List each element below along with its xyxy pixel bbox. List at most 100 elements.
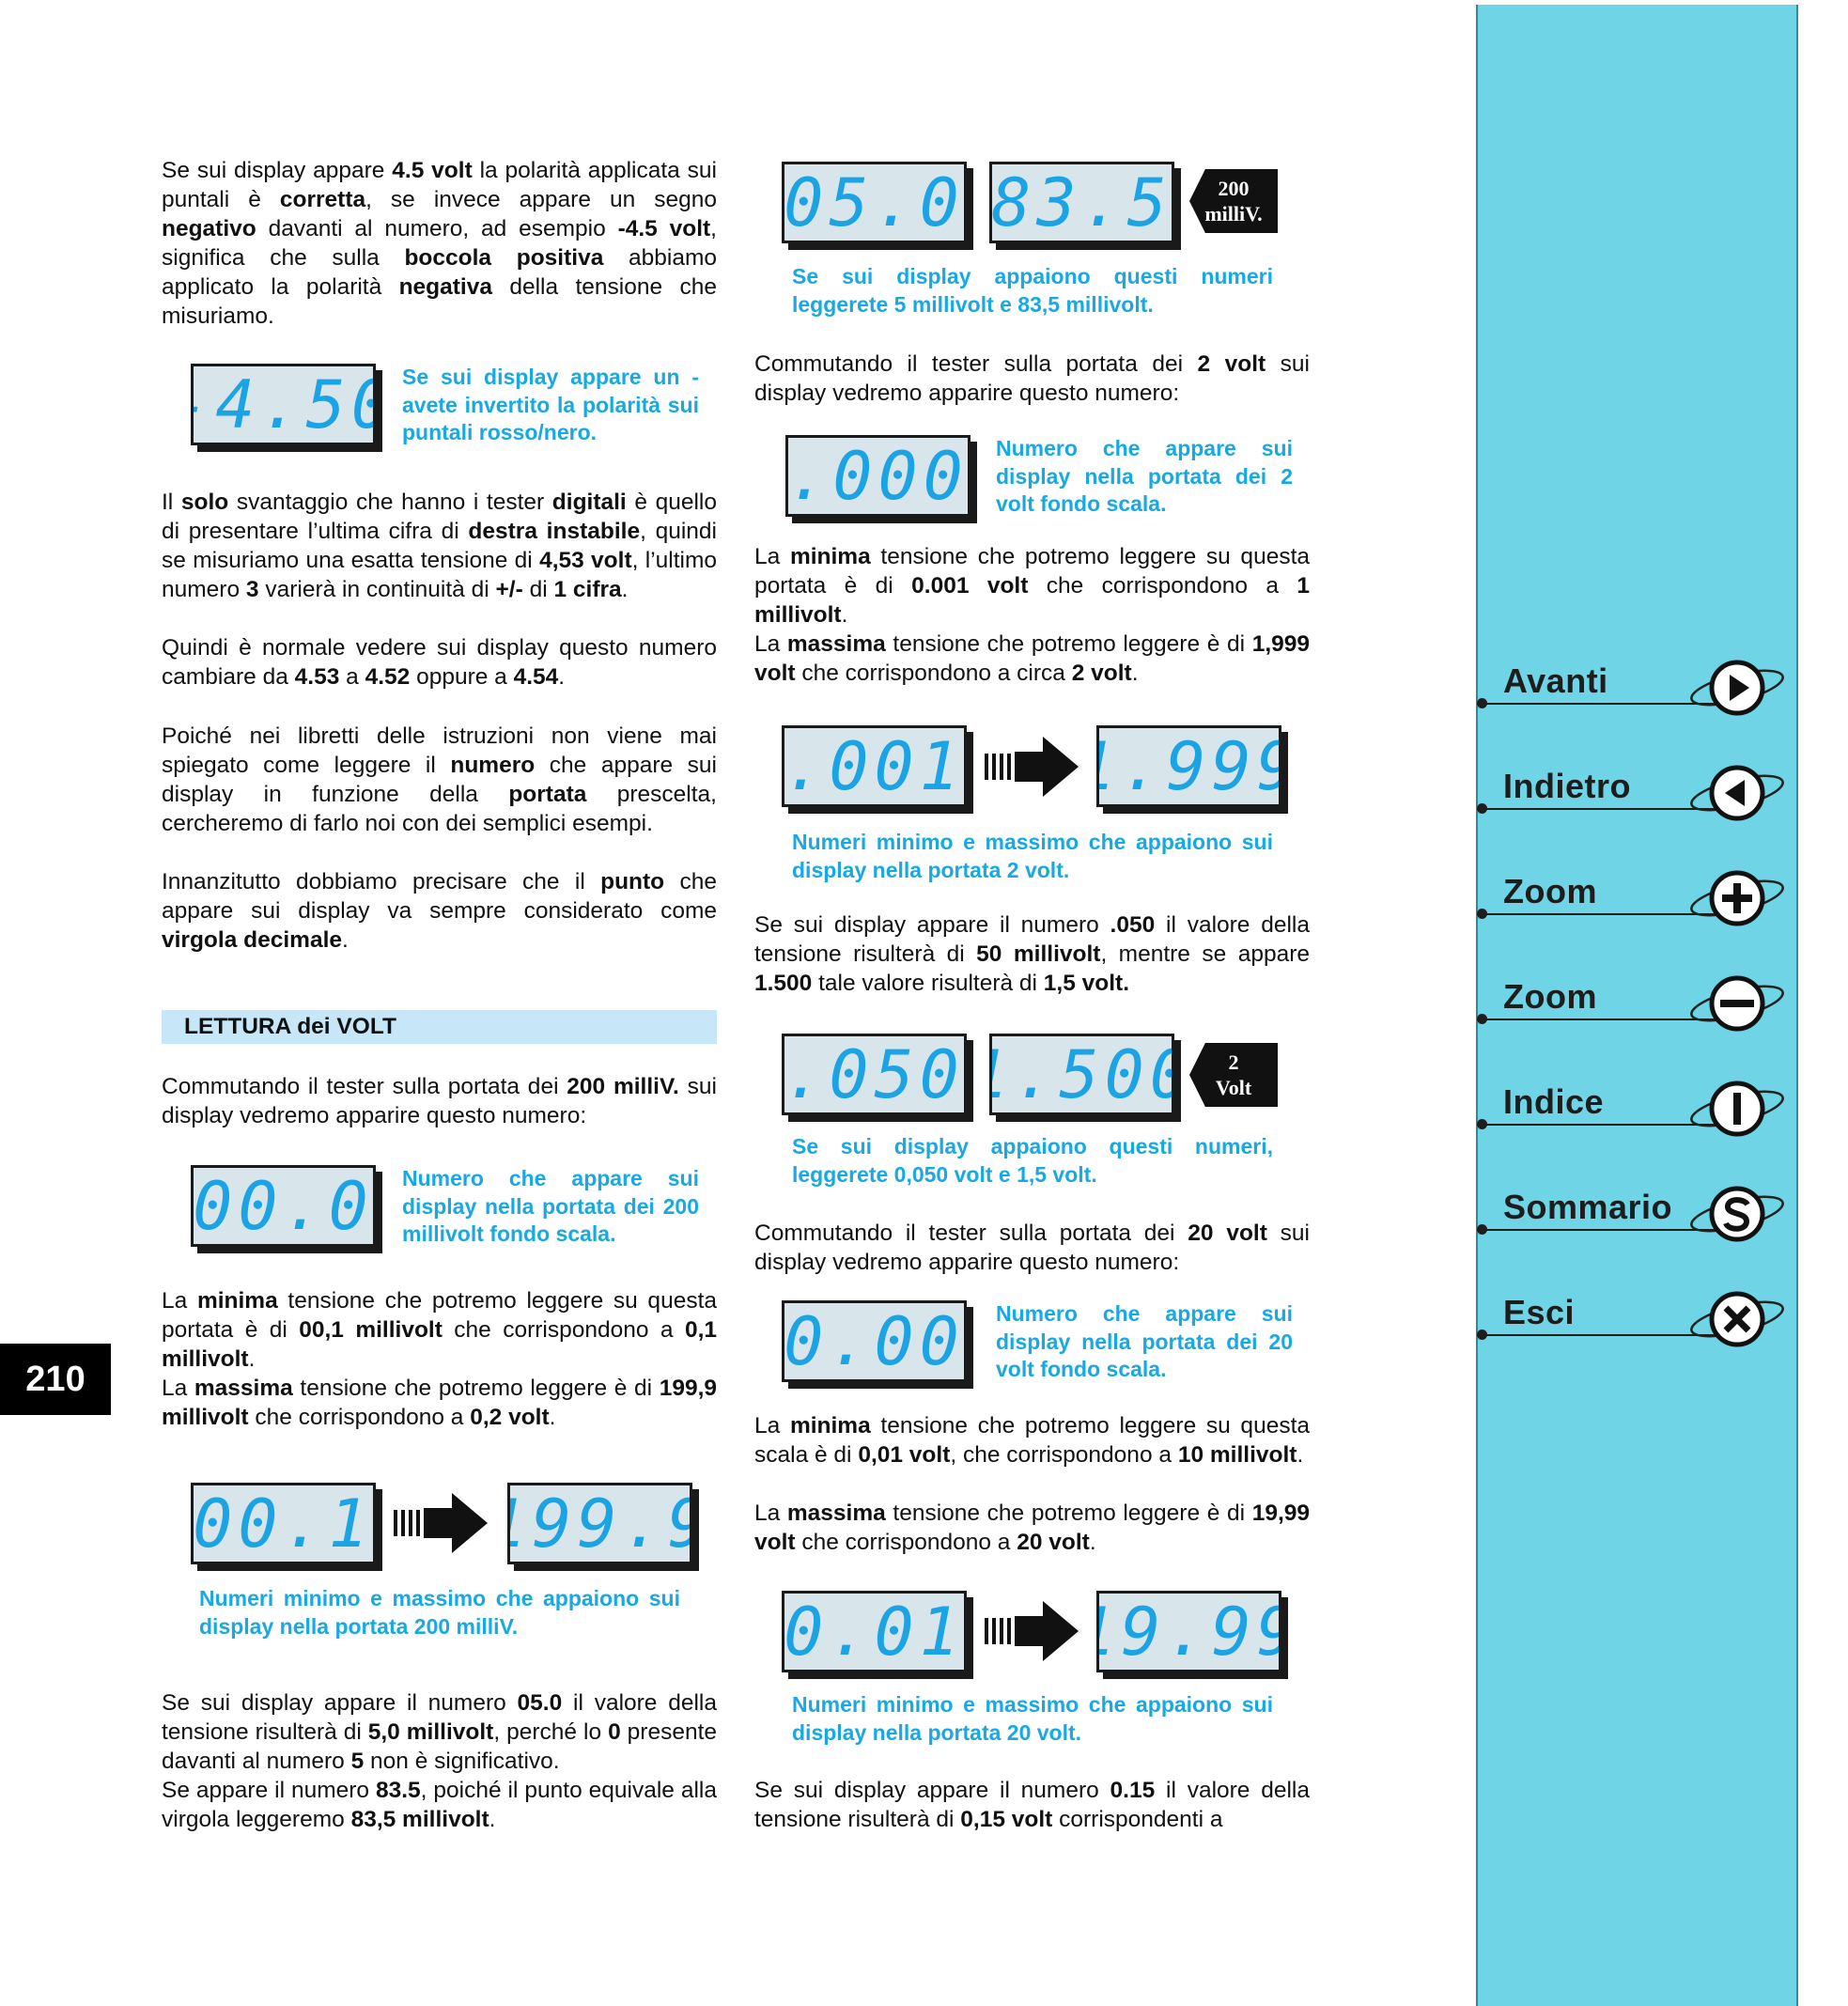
nav-zoom-out-button[interactable]: Zoom	[1477, 973, 1784, 1032]
bold-term: 05.0	[517, 1690, 563, 1716]
lcd-display-050: .050	[782, 1034, 967, 1115]
bold-term: 0,01 volt	[858, 1442, 951, 1468]
nav-underline	[1483, 703, 1716, 705]
lcd-display-2v-max: 1.999	[1096, 725, 1281, 807]
nav-underline	[1483, 1124, 1716, 1126]
range-tag-value: 200	[1218, 177, 1250, 200]
bold-term: massima	[786, 631, 886, 657]
lcd-display-20v-zero: 0.00	[782, 1300, 967, 1382]
bold-term: minima	[789, 1413, 871, 1438]
bold-term: 0,2 volt	[470, 1405, 550, 1430]
bold-term: punto	[600, 869, 665, 894]
index-icon[interactable]	[1687, 1079, 1787, 1139]
bold-term: 0,15 volt	[960, 1807, 1053, 1832]
bold-term: 1,999 volt	[754, 631, 1310, 686]
caption-20v-full-scale: Numero che appare sui display nella port…	[996, 1301, 1293, 1381]
nav-label: Zoom	[1503, 872, 1597, 910]
lcd-display-20v-max: 19.99	[1096, 1591, 1281, 1672]
paragraph-2v-min: La minima tensione che potremo leggere s…	[754, 544, 1310, 628]
caption-reading-05-835: Se sui display appaiono questi numeri le…	[792, 264, 1273, 317]
nav-label: Esci	[1503, 1293, 1576, 1331]
bold-term: 83,5 millivolt	[350, 1807, 489, 1832]
paragraph-reading-050: Se sui display appare il numero .050 il …	[754, 912, 1310, 996]
zoom-in-icon[interactable]	[1687, 868, 1787, 928]
bold-term: .050	[1110, 912, 1156, 938]
arrow-right-icon[interactable]	[1687, 658, 1787, 718]
bold-term: massima	[786, 1501, 886, 1526]
lcd-display-2v-min: .001	[782, 725, 967, 807]
range-tag-2v: 2 Volt	[1189, 1043, 1278, 1107]
bold-term: -4.5 volt	[617, 216, 711, 241]
caption-2v-range: Numeri minimo e massimo che appaiono sui…	[792, 830, 1273, 882]
nav-avanti-button[interactable]: Avanti	[1477, 658, 1784, 716]
bold-term: solo	[180, 490, 229, 515]
bold-term: massima	[194, 1376, 293, 1401]
bold-term: minima	[196, 1288, 278, 1314]
bold-term: 0.15	[1110, 1778, 1156, 1803]
bold-term: 5,0 millivolt	[367, 1719, 494, 1745]
caption-20v-range: Numeri minimo e massimo che appaiono sui…	[792, 1692, 1273, 1745]
nav-indice-button[interactable]: Indice	[1477, 1079, 1784, 1137]
bold-term: 5	[350, 1749, 365, 1774]
paragraph-200mv-min: La minima tensione che potremo leggere s…	[162, 1288, 718, 1372]
paragraph-2v-range: Commutando il tester sulla portata dei 2…	[754, 351, 1310, 406]
lcd-display-05: 05.0	[782, 162, 967, 243]
caption-200mv-full-scale: Numero che appare sui display nella port…	[402, 1166, 699, 1246]
bold-term: numero	[450, 753, 536, 778]
bold-term: negativo	[162, 216, 256, 241]
nav-underline	[1483, 1334, 1716, 1336]
page-number: 210	[0, 1344, 111, 1415]
bold-term: 0	[608, 1719, 621, 1745]
paragraph-reading-05: Se sui display appare il numero 05.0 il …	[162, 1690, 718, 1774]
bold-term: 0,1 millivolt	[162, 1317, 718, 1372]
section-heading: LETTURA dei VOLT	[162, 1010, 717, 1044]
nav-bullet	[1477, 1119, 1487, 1129]
arrow-left-icon[interactable]	[1687, 763, 1787, 823]
bold-term: 4,53 volt	[539, 548, 632, 573]
exit-icon[interactable]	[1687, 1289, 1787, 1349]
paragraph-instability: Il solo svantaggio che hanno i tester di…	[162, 490, 717, 602]
bold-term: 50 millivolt	[976, 941, 1101, 967]
zoom-out-icon[interactable]	[1687, 973, 1787, 1034]
bold-term: 200 milliV.	[567, 1074, 679, 1099]
paragraph-decimal-point: Innanzitutto dobbiamo precisare che il p…	[162, 869, 717, 953]
nav-label: Indietro	[1503, 767, 1631, 805]
caption-polarity: Se sui display appare un - avete inverti…	[402, 365, 699, 444]
bold-term: virgola decimale	[162, 927, 343, 953]
bold-term: 1 millivolt	[754, 573, 1310, 628]
nav-label: Indice	[1503, 1082, 1605, 1121]
caption-2v-full-scale: Numero che appare sui display nella port…	[996, 436, 1293, 516]
paragraph-200mv-max: La massima tensione che potremo leggere …	[162, 1376, 717, 1430]
nav-zoom-in-button[interactable]: Zoom	[1477, 868, 1784, 926]
arrow-right-icon	[985, 737, 1079, 797]
nav-esci-button[interactable]: Esci	[1477, 1289, 1784, 1347]
bold-term: 4.52	[365, 664, 411, 690]
bold-term: 00,1 millivolt	[299, 1317, 443, 1343]
paragraph-reading-835: Se appare il numero 83.5, poiché il punt…	[162, 1778, 717, 1832]
intro-paragraph: Se sui display appare 4.5 volt la polari…	[162, 158, 717, 329]
nav-label: Sommario	[1503, 1188, 1673, 1226]
summary-icon[interactable]	[1687, 1184, 1787, 1244]
bold-term: boccola positiva	[404, 245, 604, 271]
range-tag-unit: milliV.	[1204, 202, 1263, 225]
nav-underline	[1483, 1019, 1716, 1020]
caption-200mv-range: Numeri minimo e massimo che appaiono sui…	[199, 1586, 680, 1639]
lcd-display-200mv-zero: 00.0	[191, 1165, 376, 1247]
nav-bullet	[1477, 803, 1487, 814]
range-tag-200mv: 200 milliV.	[1189, 169, 1278, 233]
bold-term: 1 cifra	[553, 577, 622, 602]
bold-term: portata	[508, 782, 587, 807]
paragraph-manuals: Poiché nei libretti delle istruzioni non…	[162, 723, 717, 836]
lcd-display-1500: 1.500	[989, 1034, 1174, 1115]
nav-indietro-button[interactable]: Indietro	[1477, 763, 1784, 821]
nav-underline	[1483, 913, 1716, 915]
bold-term: 20 volt	[1188, 1221, 1267, 1246]
nav-label: Zoom	[1503, 977, 1597, 1016]
paragraph-2v-max: La massima tensione che potremo leggere …	[754, 631, 1310, 686]
nav-sommario-button[interactable]: Sommario	[1477, 1184, 1784, 1242]
paragraph-200mv-range: Commutando il tester sulla portata dei 2…	[162, 1074, 717, 1128]
lcd-display-200mv-max: 199.9	[507, 1483, 692, 1564]
range-tag-unit: Volt	[1215, 1076, 1252, 1099]
bold-term: negativa	[398, 274, 492, 300]
bold-term: minima	[789, 544, 871, 569]
